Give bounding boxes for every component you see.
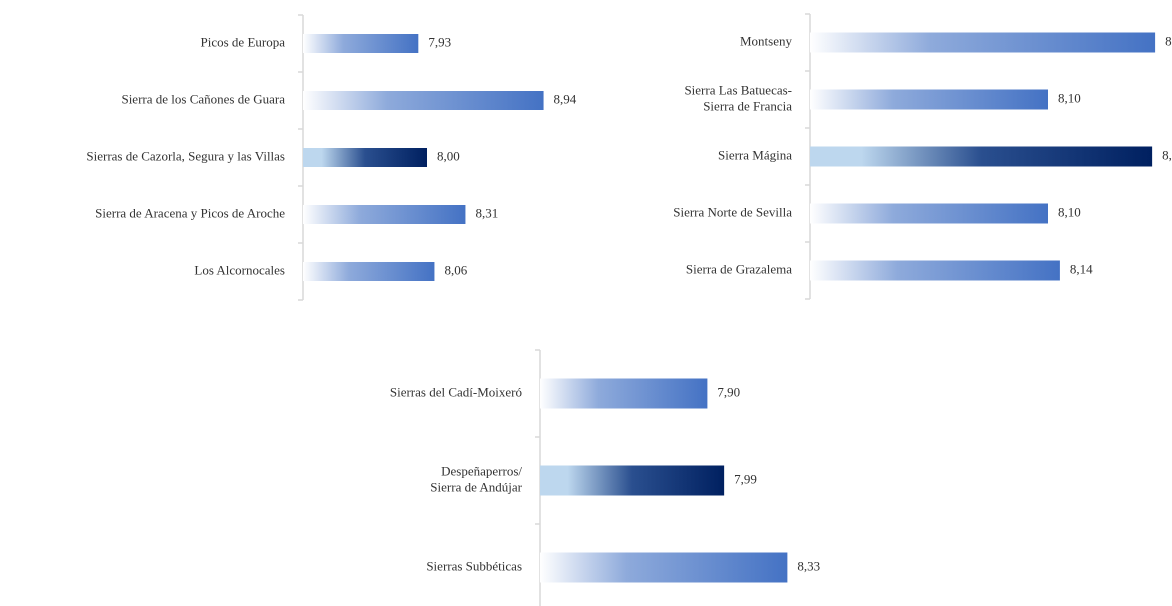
- value-label: 8,45: [1162, 147, 1172, 162]
- bar: [540, 465, 725, 496]
- value-label: 8,46: [1165, 33, 1172, 48]
- category-label: Sierra de Aracena y Picos de Aroche: [95, 205, 285, 220]
- category-label: Los Alcornocales: [194, 262, 285, 277]
- value-label: 7,90: [717, 384, 740, 399]
- bar: [303, 205, 466, 224]
- category-label: Sierra de los Cañones de Guara: [121, 91, 285, 106]
- bar: [540, 378, 708, 409]
- category-label: Sierra Mágina: [718, 147, 792, 162]
- bar: [810, 89, 1048, 110]
- bar: [303, 148, 427, 167]
- bar: [810, 260, 1060, 281]
- value-label: 8,33: [797, 558, 820, 573]
- value-label: 7,93: [428, 34, 451, 49]
- bar: [540, 552, 788, 583]
- bar: [303, 262, 435, 281]
- bar: [303, 91, 544, 110]
- value-label: 8,00: [437, 148, 460, 163]
- value-label: 8,10: [1058, 204, 1081, 219]
- category-label: Sierra de Grazalema: [686, 261, 792, 276]
- category-label: Sierras del Cadí-Moixeró: [390, 384, 522, 399]
- value-label: 8,10: [1058, 90, 1081, 105]
- category-label: Sierra Las Batuecas-Sierra de Francia: [684, 82, 792, 113]
- bar: [810, 203, 1048, 224]
- category-label: Sierra Norte de Sevilla: [673, 204, 792, 219]
- value-label: 8,14: [1070, 261, 1093, 276]
- bar: [810, 32, 1156, 53]
- value-label: 7,99: [734, 471, 757, 486]
- value-label: 8,06: [444, 262, 467, 277]
- value-label: 8,94: [554, 91, 577, 106]
- bar: [810, 146, 1153, 167]
- category-label: Sierras de Cazorla, Segura y las Villas: [86, 148, 285, 163]
- bar: [303, 34, 419, 53]
- category-label: Picos de Europa: [201, 34, 286, 49]
- category-label: Sierras Subbéticas: [426, 558, 522, 573]
- value-label: 8,31: [475, 205, 498, 220]
- category-label: Despeñaperros/Sierra de Andújar: [430, 463, 522, 494]
- category-label: Montseny: [740, 33, 793, 48]
